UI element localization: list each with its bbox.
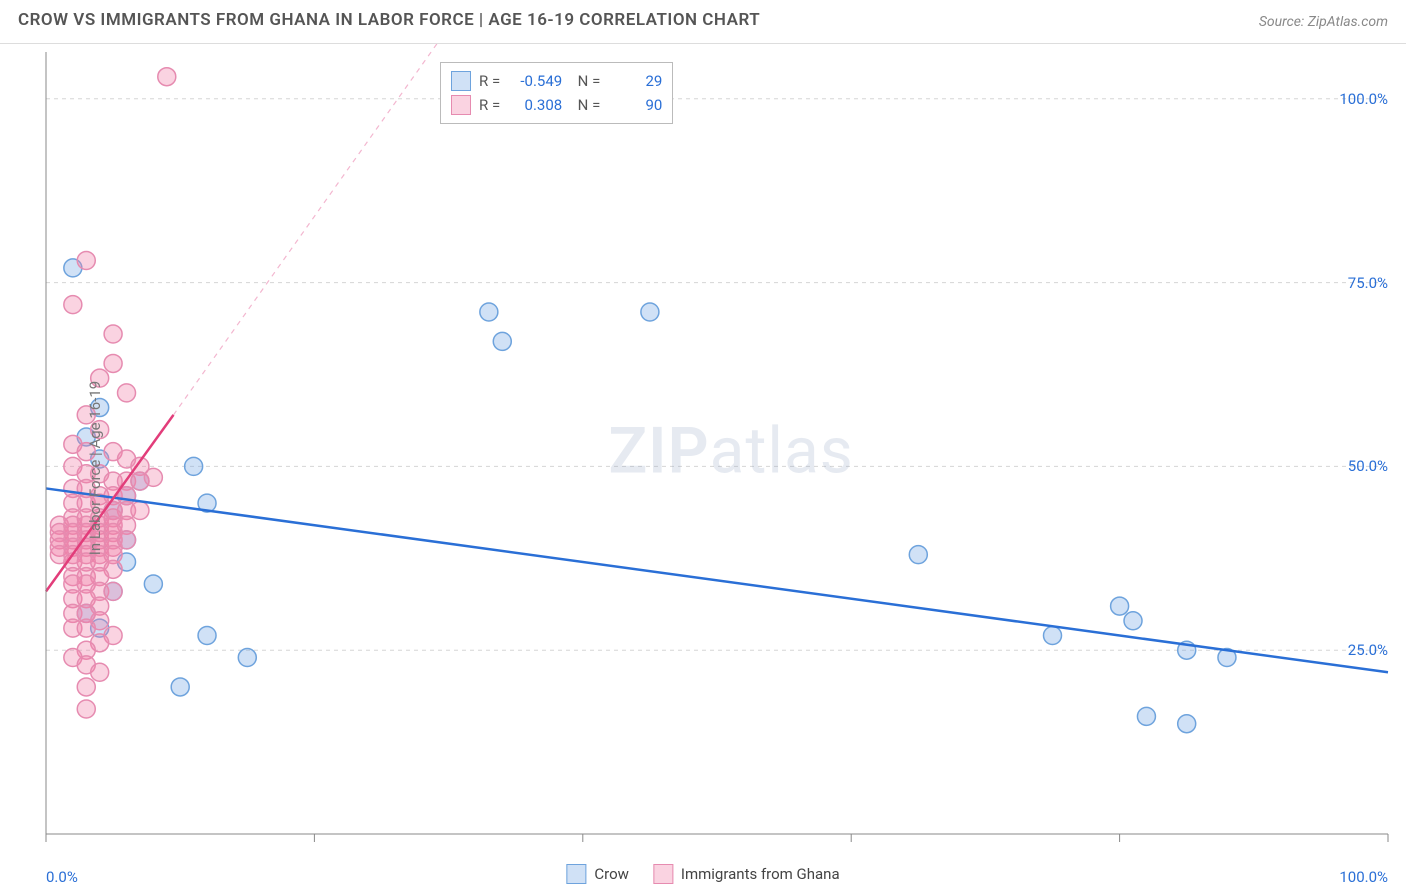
- series-legend-item: Crow: [566, 864, 629, 884]
- chart-area: In Labor Force | Age 16-19 ZIPatlas 25.0…: [0, 44, 1406, 892]
- y-tick-label: 100.0%: [1339, 90, 1388, 108]
- x-axis-max-label: 100.0%: [1339, 868, 1388, 886]
- stat-r-label: R =: [479, 72, 500, 90]
- chart-container: CROW VS IMMIGRANTS FROM GHANA IN LABOR F…: [0, 0, 1406, 892]
- stat-n-label: N =: [570, 72, 600, 90]
- y-tick-label: 75.0%: [1348, 274, 1388, 292]
- x-axis-min-label: 0.0%: [46, 868, 78, 886]
- y-axis-label: In Labor Force | Age 16-19: [86, 381, 104, 555]
- legend-swatch: [653, 864, 673, 884]
- stat-n-value: 90: [608, 96, 662, 114]
- source-attribution: Source: ZipAtlas.com: [1259, 14, 1388, 30]
- stat-r-label: R =: [479, 96, 500, 114]
- series-legend: Crow Immigrants from Ghana: [566, 864, 839, 884]
- legend-swatch: [566, 864, 586, 884]
- stat-r-value: 0.308: [508, 96, 562, 114]
- stat-r-value: -0.549: [508, 72, 562, 90]
- header: CROW VS IMMIGRANTS FROM GHANA IN LABOR F…: [0, 0, 1406, 44]
- series-legend-label: Crow: [594, 865, 629, 883]
- series-legend-label: Immigrants from Ghana: [681, 865, 840, 883]
- y-tick-label: 25.0%: [1348, 641, 1388, 659]
- chart-title: CROW VS IMMIGRANTS FROM GHANA IN LABOR F…: [18, 10, 760, 30]
- stats-legend-row: R = 0.308 N = 90: [451, 93, 662, 117]
- legend-swatch: [451, 95, 471, 115]
- y-tick-label: 50.0%: [1348, 457, 1388, 475]
- scatter-plot-svg: [0, 44, 1406, 892]
- stats-legend-row: R = -0.549 N = 29: [451, 69, 662, 93]
- stat-n-label: N =: [570, 96, 600, 114]
- legend-swatch: [451, 71, 471, 91]
- stat-n-value: 29: [608, 72, 662, 90]
- series-legend-item: Immigrants from Ghana: [653, 864, 840, 884]
- stats-legend: R = -0.549 N = 29 R = 0.308 N = 90: [440, 62, 673, 124]
